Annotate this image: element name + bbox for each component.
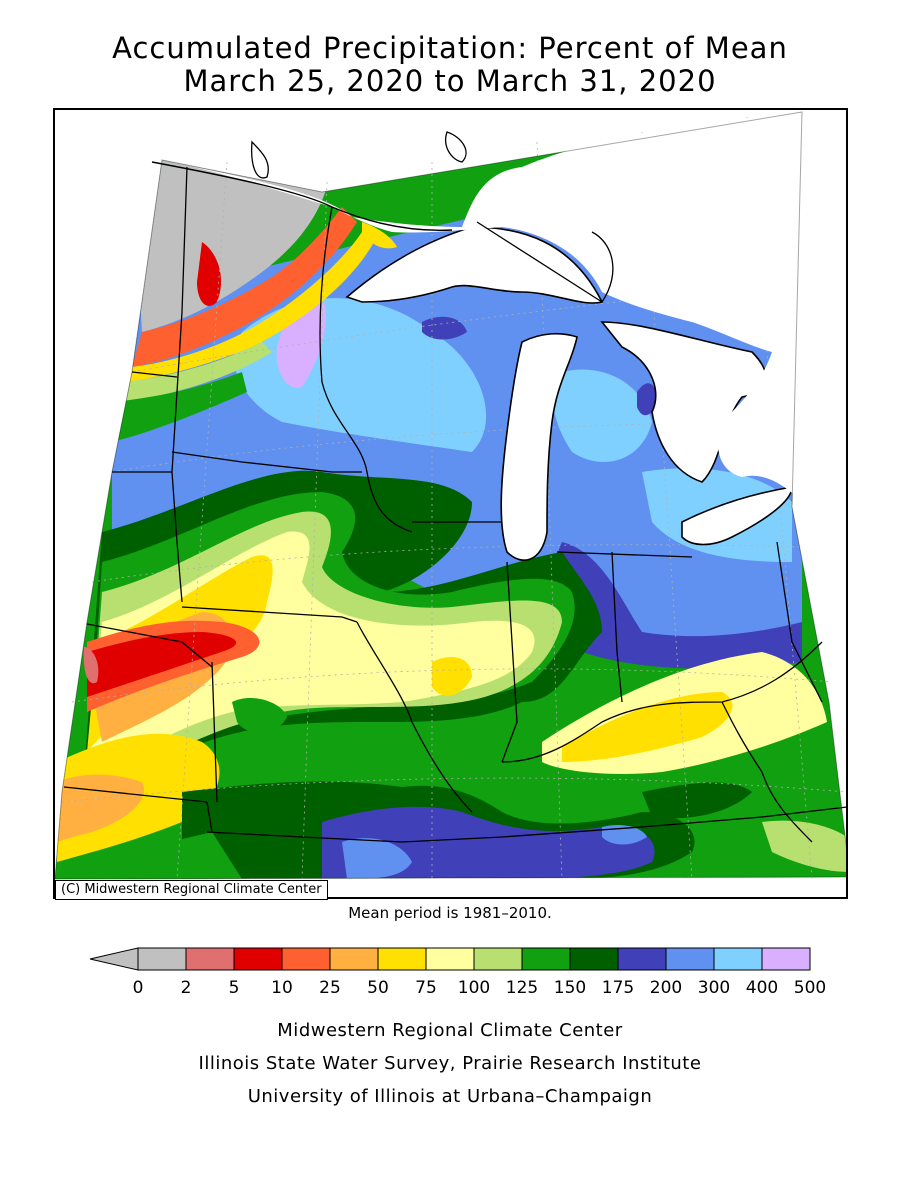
legend-swatch: [185, 947, 235, 971]
lake-erie: [681, 486, 793, 546]
legend-swatch: [761, 947, 811, 971]
footer-university: University of Illinois at Urbana–Champai…: [247, 1086, 653, 1107]
legend-swatch: [233, 947, 283, 971]
legend-tick-label: 125: [506, 978, 538, 998]
footer-org: Midwestern Regional Climate Center: [277, 1020, 623, 1041]
map-date-range: March 25, 2020 to March 31, 2020: [183, 64, 717, 98]
legend-below-arrow: [89, 947, 139, 971]
legend-tick-label: 175: [602, 978, 634, 998]
legend-tick-label: 5: [229, 978, 240, 998]
region-400-mi: [553, 369, 652, 462]
legend-swatch: [377, 947, 427, 971]
legend-tick-label: 300: [698, 978, 730, 998]
legend-swatch: [473, 947, 523, 971]
legend-tick-label: 50: [367, 978, 389, 998]
region-5-10: [87, 632, 237, 697]
legend-swatch: [713, 947, 763, 971]
region-0-2: [132, 152, 332, 332]
legend-swatch: [329, 947, 379, 971]
map-title: Accumulated Precipitation: Percent of Me…: [112, 31, 788, 65]
legend-tick-label: 200: [650, 978, 682, 998]
state-boundaries: [63, 166, 846, 843]
region-200-east: [555, 542, 802, 669]
footer-survey: Illinois State Water Survey, Prairie Res…: [198, 1053, 702, 1074]
legend-swatch: [425, 947, 475, 971]
precipitation-map: [53, 108, 848, 899]
mean-period-note: Mean period is 1981–2010.: [348, 904, 552, 922]
legend-swatch: [137, 947, 187, 971]
great-lakes: [345, 226, 793, 561]
legend-swatch: [281, 947, 331, 971]
legend-tick-label: 0: [133, 978, 144, 998]
legend-swatch: [665, 947, 715, 971]
legend-tick-label: 400: [746, 978, 778, 998]
copyright-notice: (C) Midwestern Regional Climate Center: [55, 880, 328, 900]
legend-swatch: [569, 947, 619, 971]
color-legend: 0 2 5 10 25 50 75 100 125 150 175 200 300 400 500: [89, 947, 826, 998]
canada-land: [162, 112, 802, 502]
lake-superior: [345, 226, 604, 304]
legend-tick-label: 500: [794, 978, 826, 998]
lake-michigan: [500, 332, 578, 561]
legend-swatch: [617, 947, 667, 971]
legend-tick-label: 150: [554, 978, 586, 998]
legend-tick-label: 2: [181, 978, 192, 998]
legend-swatch: [521, 947, 571, 971]
legend-tick-label: 100: [458, 978, 490, 998]
map-svg: [55, 110, 846, 897]
legend-tick-label: 25: [319, 978, 341, 998]
legend-tick-label: 75: [415, 978, 437, 998]
legend-tick-label: 10: [271, 978, 293, 998]
